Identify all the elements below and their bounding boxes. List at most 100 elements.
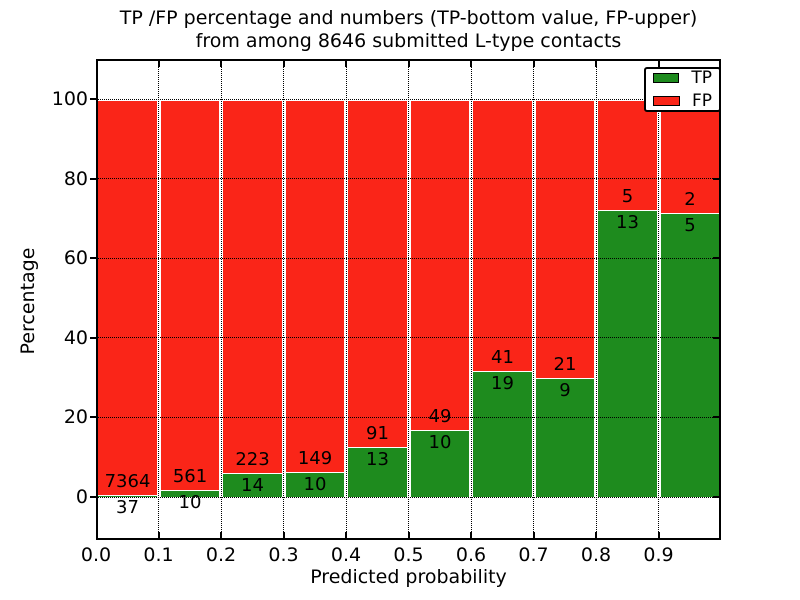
gridline-horizontal xyxy=(96,98,721,100)
y-tick-label: 80 xyxy=(63,167,88,190)
x-tick-mark-top xyxy=(282,61,285,67)
y-tick-label: 100 xyxy=(51,88,88,110)
x-tick-mark-top xyxy=(345,61,347,67)
y-tick-mark-right xyxy=(713,257,719,260)
bottom-spine xyxy=(96,538,721,540)
right-spine xyxy=(719,59,721,540)
x-tick-mark xyxy=(657,532,660,538)
bar-tp-segment xyxy=(471,370,534,497)
bar-fp-segment xyxy=(158,99,221,491)
bar-tp-count-label: 10 xyxy=(428,431,452,453)
bar-tp-segment xyxy=(221,473,284,497)
bar-fp-count-label: 561 xyxy=(172,466,208,488)
bar-tp-segment xyxy=(596,209,659,497)
y-tick-mark xyxy=(90,496,96,498)
bar-tp-count-label: 13 xyxy=(366,449,389,471)
x-tick-mark xyxy=(532,532,535,538)
chart-title-line2: from among 8646 submitted L-type contact… xyxy=(195,30,622,52)
y-tick-mark xyxy=(90,98,96,100)
x-tick-label: 0.7 xyxy=(518,544,549,566)
bar-tp-segment xyxy=(346,447,409,497)
x-tick-mark-top xyxy=(532,61,535,67)
chart-title: TP /FP percentage and numbers (TP-bottom… xyxy=(96,7,721,53)
x-axis-label: Predicted probability xyxy=(310,566,507,588)
bar-fp-segment xyxy=(471,99,534,371)
x-tick-mark-top xyxy=(407,61,410,67)
bar-fp-segment xyxy=(96,99,159,495)
bar-fp-count-label: 5 xyxy=(621,185,634,207)
x-tick-mark xyxy=(345,532,347,538)
legend-entry: FP xyxy=(653,92,712,110)
y-tick-label: 0 xyxy=(75,486,88,508)
gridline-vertical xyxy=(470,59,472,540)
x-tick-label: 0.2 xyxy=(205,544,237,566)
x-tick-mark-top xyxy=(220,61,222,67)
gridline-horizontal xyxy=(96,496,721,498)
bar-fp-count-label: 149 xyxy=(297,447,333,469)
bar-fp-segment xyxy=(283,99,346,472)
gridline-vertical xyxy=(595,59,597,540)
bar-fp-count-label: 2 xyxy=(684,188,696,210)
legend-entry-label: FP xyxy=(691,91,712,111)
tp-legend-swatch xyxy=(653,73,680,83)
gridline-horizontal xyxy=(96,416,721,418)
bar-tp-segment xyxy=(408,429,471,497)
gridline-horizontal xyxy=(96,337,721,339)
y-tick-label: 60 xyxy=(63,247,88,270)
y-tick-mark-right xyxy=(713,416,719,419)
y-tick-mark xyxy=(90,257,96,260)
legend-entry: TP xyxy=(653,69,712,87)
bar-tp-count-label: 14 xyxy=(241,475,264,497)
gridline-horizontal xyxy=(96,178,721,180)
bar-tp-count-label: 5 xyxy=(684,214,696,236)
x-tick-mark xyxy=(595,532,597,538)
bar-fp-segment xyxy=(346,99,409,448)
x-tick-label: 0.8 xyxy=(580,544,612,566)
bar-tp-count-label: 9 xyxy=(559,379,571,401)
y-tick-mark-right xyxy=(713,496,719,498)
gridline-horizontal xyxy=(96,257,721,259)
plot-area: 7364 37 561 10 223 14 149 10 91 13 49 10 41 19 21 9 5 13 2… xyxy=(90,59,721,540)
x-tick-label: 0.4 xyxy=(330,544,362,566)
gridline-vertical xyxy=(345,59,347,540)
legend: TP FP xyxy=(644,67,721,112)
y-tick-mark-right xyxy=(713,336,719,339)
x-tick-mark xyxy=(157,532,160,538)
gridline-vertical xyxy=(658,59,659,540)
gridline-vertical xyxy=(158,59,159,540)
bar-tp-segment xyxy=(533,377,596,497)
gridline-vertical xyxy=(220,59,222,540)
x-tick-mark xyxy=(282,532,285,538)
x-tick-label: 0.0 xyxy=(80,544,112,566)
x-tick-mark xyxy=(220,532,222,538)
bar-tp-count-label: 19 xyxy=(491,372,514,394)
gridline-vertical xyxy=(533,59,534,540)
x-tick-mark-top xyxy=(470,61,472,67)
bar-fp-segment xyxy=(596,99,659,210)
left-spine xyxy=(96,59,98,540)
bar-tp-count-label: 13 xyxy=(616,211,639,233)
top-spine xyxy=(96,59,721,61)
x-tick-mark-top xyxy=(595,61,597,67)
y-tick-mark-right xyxy=(713,177,719,180)
bar-fp-segment xyxy=(221,99,284,474)
bar-fp-count-label: 49 xyxy=(428,405,452,427)
bar-tp-segment xyxy=(658,212,721,497)
bar-fp-segment xyxy=(533,99,596,378)
bar-fp-count-label: 41 xyxy=(491,346,514,368)
bar-tp-count-label: 10 xyxy=(303,473,327,495)
y-tick-label: 40 xyxy=(63,326,88,349)
y-tick-mark xyxy=(90,416,96,419)
y-tick-label: 20 xyxy=(63,406,88,429)
bar-tp-segment xyxy=(158,490,221,497)
x-tick-mark-top xyxy=(657,61,660,67)
bar-fp-count-label: 21 xyxy=(553,353,577,375)
gridline-vertical xyxy=(408,59,409,540)
bar-fp-count-label: 7364 xyxy=(104,471,151,492)
x-tick-label: 0.3 xyxy=(268,544,299,566)
x-tick-label: 0.5 xyxy=(393,544,424,566)
x-tick-label: 0.9 xyxy=(643,544,674,566)
bar-fp-segment xyxy=(408,99,471,430)
y-tick-mark xyxy=(90,177,96,180)
